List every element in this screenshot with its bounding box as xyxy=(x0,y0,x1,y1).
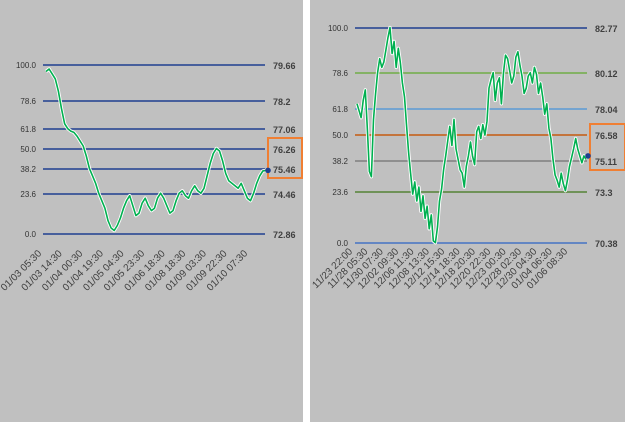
fib-price-label: 77.06 xyxy=(273,125,296,135)
fib-ratio-label: 23.6 xyxy=(20,190,36,199)
fib-chart-panel-right: 100.0 82.77 78.6 80.12 61.8 78.04 50.0 76.58 38.… xyxy=(310,0,625,422)
fib-ratio-label: 78.6 xyxy=(20,97,36,106)
fib-price-label: 73.3 xyxy=(595,188,613,198)
fib-price-label: 80.12 xyxy=(595,69,618,79)
fib-ratio-label: 50.0 xyxy=(20,145,36,154)
fib-chart-right: 100.0 82.77 78.6 80.12 61.8 78.04 50.0 76.58 38.… xyxy=(311,24,625,291)
highlight-box xyxy=(267,137,303,179)
fib-price-label: 78.04 xyxy=(595,105,618,115)
fib-ratio-label: 0.0 xyxy=(337,239,349,248)
fib-price-label: 76.26 xyxy=(273,145,296,155)
fib-ratio-label: 38.2 xyxy=(332,157,348,166)
price-series-outline xyxy=(44,67,267,233)
fib-chart-left: 100.0 79.66 78.6 78.2 61.8 77.06 50.0 76.26 38.2… xyxy=(0,61,303,293)
fib-chart-panel-left: 100.0 79.66 78.6 78.2 61.8 77.06 50.0 76.26 38.2… xyxy=(0,0,303,422)
fib-ratio-label: 61.8 xyxy=(332,105,348,114)
fib-price-label: 75.11 xyxy=(595,157,617,167)
panel-divider xyxy=(303,0,310,422)
fib-ratio-label: 50.0 xyxy=(332,131,348,140)
fib-price-label: 76.58 xyxy=(595,131,618,141)
price-series-line xyxy=(45,68,267,232)
fib-price-label: 70.38 xyxy=(595,239,618,249)
fib-ratio-label: 100.0 xyxy=(16,61,37,70)
fib-ratio-label: 78.6 xyxy=(332,69,348,78)
fib-price-label: 79.66 xyxy=(273,61,296,71)
last-price-marker xyxy=(585,153,591,159)
fib-price-label: 75.46 xyxy=(273,165,296,175)
fib-ratio-label: 100.0 xyxy=(328,24,349,33)
price-series-line xyxy=(356,26,587,244)
fib-ratio-label: 61.8 xyxy=(20,125,36,134)
fib-price-label: 78.2 xyxy=(273,97,291,107)
fib-price-label: 82.77 xyxy=(595,24,618,34)
last-price-marker xyxy=(265,167,271,174)
fib-ratio-label: 23.6 xyxy=(332,188,348,197)
fib-price-label: 74.46 xyxy=(273,190,296,200)
fib-ratio-label: 0.0 xyxy=(25,230,37,239)
fib-price-label: 72.86 xyxy=(273,230,296,240)
fib-ratio-label: 38.2 xyxy=(20,165,36,174)
highlight-box xyxy=(589,123,625,171)
